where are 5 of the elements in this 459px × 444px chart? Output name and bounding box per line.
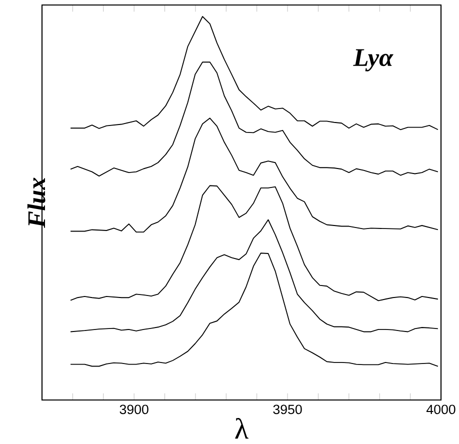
- x-tick-label: 3950: [273, 404, 302, 414]
- x-tick-label: 4000: [426, 404, 456, 414]
- annotation: Lyα: [353, 49, 394, 72]
- x-tick-label: 3900: [120, 404, 148, 414]
- x-axis-title: λ: [235, 418, 248, 439]
